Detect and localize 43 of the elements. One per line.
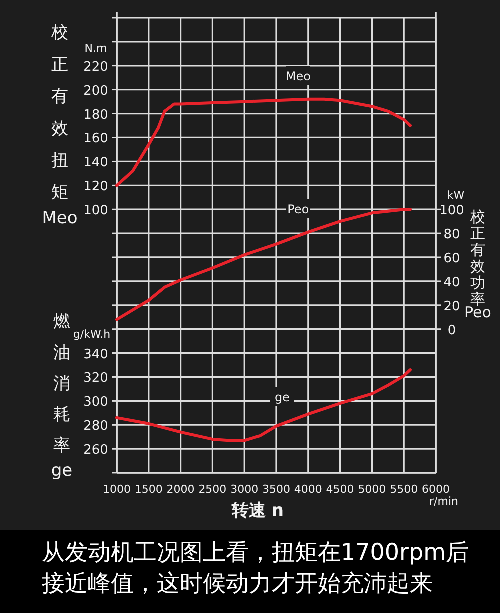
x-tick-label: 1000 [103,483,131,496]
text: g/kW.h [73,328,111,341]
y2-tick-label: 100 [440,204,464,219]
y-tick-label: 200 [84,84,108,99]
series-label: ge [274,390,290,404]
x-tick-label: 4500 [326,483,354,496]
y-tick-label: 100 [84,204,108,219]
y-axis-title: 校正有效扭矩Meo [42,23,78,229]
y3-tick-label: 280 [84,419,108,434]
y-tick-label: 220 [84,60,108,75]
x-tick-label: 6000 [422,483,450,496]
y2-tick-label: 80 [444,228,460,243]
text: N.m [84,42,108,55]
y3-tick-label: 340 [84,347,108,362]
x-tick-label: 2500 [198,483,227,496]
y3-axis-title: 燃油消耗率ge [51,312,73,481]
x-tick-label: 5000 [358,483,386,496]
y3-tick-label: 300 [84,395,108,410]
y-tick-label: 160 [84,132,108,147]
x-tick-label: 3000 [230,483,259,496]
x-tick-label: 4000 [294,483,322,496]
x-tick-label: 1500 [134,483,163,496]
text: r/min [430,495,459,508]
series-label: Meo [286,69,311,84]
series-label: Peo [288,202,310,216]
x-axis-title: 转速 n [230,501,284,521]
y2-tick-label: 40 [444,275,460,290]
text: kW [447,189,465,202]
text: 从发动机工况图上看，扭矩在1700rpm后接近峰值，这时候动力才开始充沛起来 [42,539,470,599]
y2-tick-label: 60 [444,251,460,266]
line-series [116,98,412,188]
y-tick-label: 140 [84,156,108,171]
y3-tick-label: 320 [84,371,108,386]
y2-tick-label: 20 [444,299,460,314]
y-tick-label: 120 [84,180,108,195]
y-tick-label: 180 [84,108,108,123]
y3-tick-label: 260 [84,443,108,458]
y2-tick-label: 0 [448,323,456,338]
x-tick-label: 3500 [262,483,290,496]
y2-axis-title: 校正有效功率Peo [464,208,492,322]
x-tick-label: 2000 [166,483,195,496]
line-series [116,368,412,442]
x-tick-label: 5500 [390,483,418,496]
